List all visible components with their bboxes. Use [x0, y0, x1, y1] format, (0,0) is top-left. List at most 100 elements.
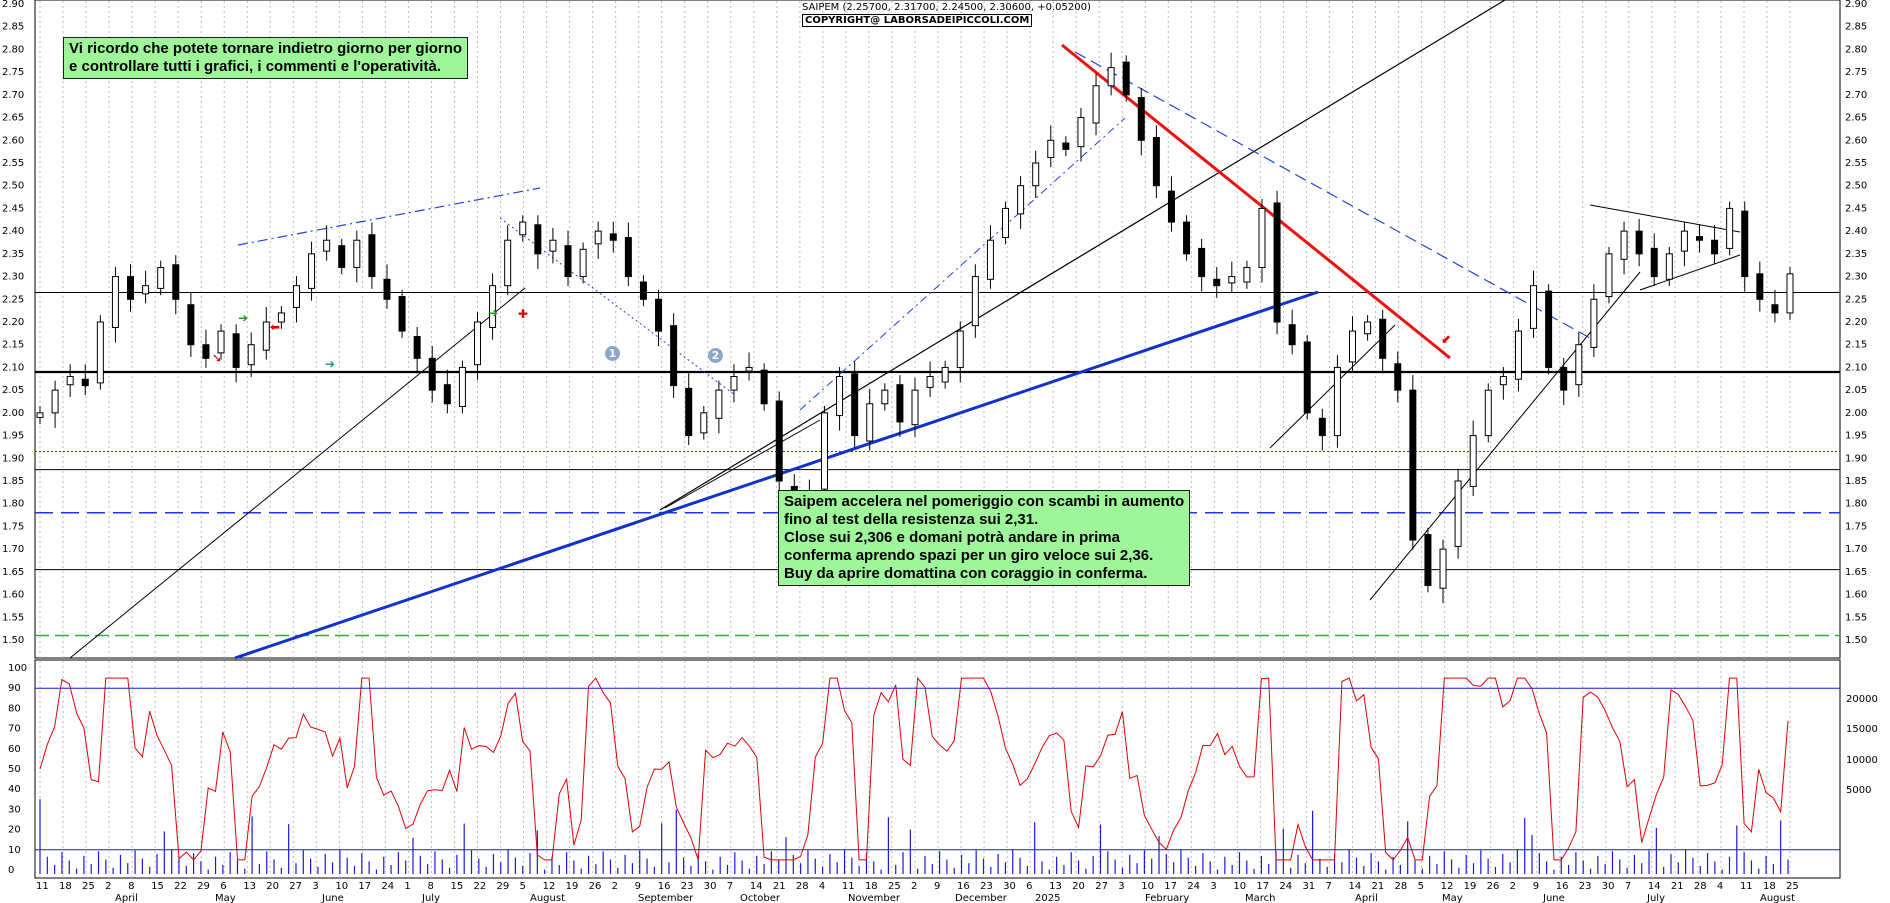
price-tick-label: 2.25 [1845, 294, 1867, 305]
price-axis-right: 2.90 2.85 2.80 2.75 2.70 2.65 2.60 2.55 2.50 2.45… [1845, 0, 1878, 796]
day-tick-label: 10 [335, 881, 348, 892]
price-tick-label: 2.05 [1845, 385, 1867, 396]
price-tick-label: 2.65 [1845, 113, 1867, 124]
day-tick-label: 21 [1372, 881, 1385, 892]
indicator-tick-label: 20 [8, 825, 21, 836]
candle-body [1258, 207, 1266, 268]
candle-body [1032, 162, 1040, 187]
candle-body [247, 344, 255, 366]
candle-body [1635, 230, 1643, 255]
candle-body [1017, 185, 1025, 215]
candle-body [866, 403, 874, 442]
arrow-green-icon: ➔ [238, 311, 248, 325]
price-tick-label: 2.45 [2, 203, 24, 214]
candle-body [413, 336, 421, 359]
candle-body [1167, 190, 1175, 223]
candle-body [1771, 304, 1779, 314]
day-tick-label: 12 [543, 881, 556, 892]
day-tick-label: 29 [197, 881, 210, 892]
price-tick-label: 2.65 [2, 113, 24, 124]
day-tick-label: 24 [1279, 881, 1292, 892]
day-tick-label: 13 [243, 881, 256, 892]
arrow-red-icon: ➘ [212, 351, 222, 365]
day-tick-label: 3 [312, 881, 318, 892]
candle-body [820, 412, 828, 490]
day-tick-label: 10 [1233, 881, 1246, 892]
indicator-tick-label: 80 [8, 703, 21, 714]
candle-body [127, 276, 135, 300]
candle-body [51, 389, 59, 414]
day-tick-label: 17 [358, 881, 371, 892]
price-tick-label: 2.80 [2, 44, 24, 55]
indicator-tick-label: 90 [8, 683, 21, 694]
price-tick-label: 1.55 [1845, 612, 1867, 623]
price-tick-label: 2.35 [1845, 249, 1867, 260]
indicator-panel-frame [34, 659, 1841, 879]
note-top: Vi ricordo che potete tornare indietro g… [63, 37, 469, 79]
price-tick-label: 1.60 [2, 590, 24, 601]
candle-body [1333, 366, 1341, 437]
price-tick-label: 1.55 [2, 612, 24, 623]
day-tick-label: 30 [1602, 881, 1615, 892]
candle-body [142, 285, 150, 295]
month-label: December [955, 893, 1008, 903]
price-tick-label: 2.10 [1845, 362, 1867, 373]
month-label: May [1442, 893, 1463, 903]
price-tick-label: 2.30 [2, 272, 24, 283]
day-tick-label: 14 [1648, 881, 1661, 892]
candle-body [217, 330, 225, 354]
day-tick-label: 25 [888, 881, 901, 892]
day-tick-label: 2 [105, 881, 111, 892]
day-tick-label: 30 [1003, 881, 1016, 892]
arrow-red-icon: ⬋ [1441, 332, 1451, 346]
day-tick-label: 26 [1487, 881, 1500, 892]
volume-bars [39, 799, 1789, 874]
indicator-tick-label: 40 [8, 784, 21, 795]
candle-body [896, 384, 904, 423]
price-tick-label: 1.80 [1845, 499, 1867, 510]
candle-body [1409, 389, 1417, 541]
price-tick-label: 1.90 [2, 453, 24, 464]
arrow-red-icon: ✚ [518, 307, 528, 321]
indicator-levels [35, 687, 1840, 851]
day-tick-label: 24 [1187, 881, 1200, 892]
candle-body [1243, 266, 1251, 283]
day-tick-label: 23 [681, 881, 694, 892]
candle-body [1092, 85, 1100, 124]
candle-body [655, 298, 663, 332]
candle-body [292, 285, 300, 308]
day-tick-label: 31 [1302, 881, 1315, 892]
price-axis-left: 2.90 2.85 2.80 2.75 2.70 2.65 2.60 2.55 2.50 2.45… [2, 0, 27, 876]
price-tick-label: 2.85 [1845, 22, 1867, 33]
day-tick-label: 7 [727, 881, 733, 892]
ohlc-readout: SAIPEM (2.25700, 2.31700, 2.24500, 2.306… [802, 2, 1091, 13]
day-tick-label: 11 [1740, 881, 1753, 892]
price-tick-label: 2.40 [2, 226, 24, 237]
price-tick-label: 1.65 [2, 567, 24, 578]
price-tick-label: 2.60 [2, 135, 24, 146]
month-label: July [421, 893, 440, 903]
day-tick-label: 1 [404, 881, 410, 892]
day-tick-label: 28 [1395, 881, 1408, 892]
price-tick-label: 2.60 [1845, 135, 1867, 146]
candle-body [1318, 417, 1326, 437]
candle-body [534, 224, 542, 255]
day-tick-label: 8 [427, 881, 433, 892]
arrow-teal-icon: ➔ [325, 357, 335, 371]
price-tick-label: 2.90 [2, 0, 24, 10]
candle-body [1711, 239, 1719, 255]
day-tick-label: 27 [289, 881, 302, 892]
candle-body [685, 387, 693, 437]
price-tick-label: 2.85 [2, 22, 24, 33]
price-tick-label: 1.95 [2, 431, 24, 442]
note-top-line: e controllare tutti i grafici, i comment… [69, 58, 441, 75]
candle-body [1273, 202, 1281, 323]
indicator-tick-label: 60 [8, 744, 21, 755]
candle-body [715, 389, 723, 419]
day-tick-label: 18 [865, 881, 878, 892]
note-top-line: Vi ricordo che potete tornare indietro g… [69, 40, 463, 57]
candle-body [1469, 435, 1477, 487]
candle-body [81, 378, 89, 387]
candle-body [368, 234, 376, 278]
day-tick-label: 28 [1694, 881, 1707, 892]
